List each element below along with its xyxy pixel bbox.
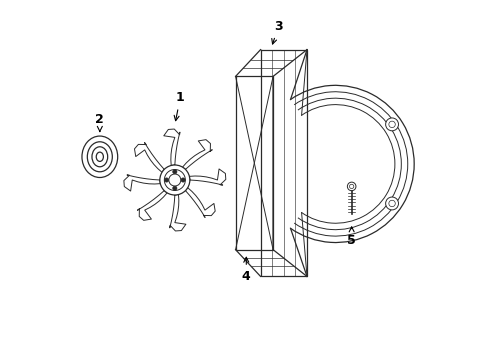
Circle shape (172, 170, 177, 174)
Circle shape (181, 178, 185, 182)
Circle shape (385, 197, 398, 210)
Text: 3: 3 (271, 20, 282, 44)
Polygon shape (189, 169, 225, 185)
Circle shape (172, 186, 177, 190)
Circle shape (160, 165, 189, 195)
Polygon shape (163, 129, 180, 166)
Text: 5: 5 (346, 227, 355, 247)
Text: 4: 4 (242, 257, 250, 283)
Polygon shape (185, 188, 215, 217)
Text: 2: 2 (95, 113, 104, 132)
Polygon shape (137, 190, 167, 220)
Polygon shape (123, 175, 160, 191)
Polygon shape (182, 140, 212, 170)
Circle shape (385, 118, 398, 131)
Circle shape (164, 178, 168, 182)
Text: 1: 1 (174, 91, 184, 121)
Circle shape (346, 182, 355, 191)
Polygon shape (134, 143, 164, 172)
Polygon shape (169, 194, 185, 231)
